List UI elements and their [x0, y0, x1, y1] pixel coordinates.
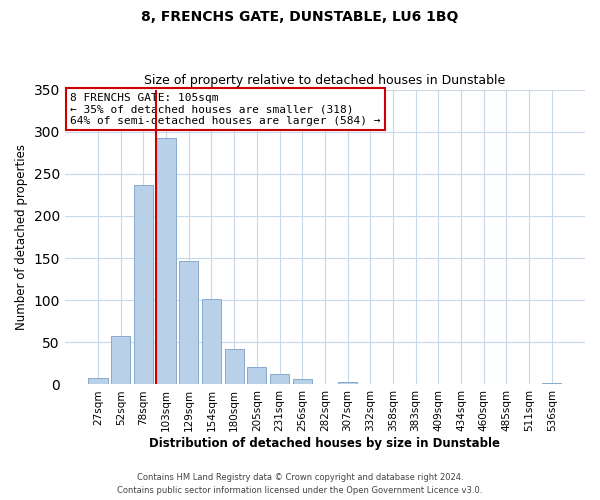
Bar [202, 300, 221, 384]
Bar [542, 383, 562, 384]
Bar [111, 336, 130, 384]
Bar [134, 185, 153, 384]
Bar [88, 378, 108, 384]
Bar [293, 380, 312, 384]
Bar [247, 367, 266, 384]
Bar [224, 349, 244, 384]
Bar [338, 382, 357, 384]
Y-axis label: Number of detached properties: Number of detached properties [15, 144, 28, 330]
X-axis label: Distribution of detached houses by size in Dunstable: Distribution of detached houses by size … [149, 437, 500, 450]
Text: 8, FRENCHS GATE, DUNSTABLE, LU6 1BQ: 8, FRENCHS GATE, DUNSTABLE, LU6 1BQ [142, 10, 458, 24]
Bar [270, 374, 289, 384]
Title: Size of property relative to detached houses in Dunstable: Size of property relative to detached ho… [144, 74, 506, 87]
Text: Contains HM Land Registry data © Crown copyright and database right 2024.
Contai: Contains HM Land Registry data © Crown c… [118, 474, 482, 495]
Text: 8 FRENCHS GATE: 105sqm
← 35% of detached houses are smaller (318)
64% of semi-de: 8 FRENCHS GATE: 105sqm ← 35% of detached… [70, 92, 380, 126]
Bar [179, 260, 199, 384]
Bar [157, 138, 176, 384]
